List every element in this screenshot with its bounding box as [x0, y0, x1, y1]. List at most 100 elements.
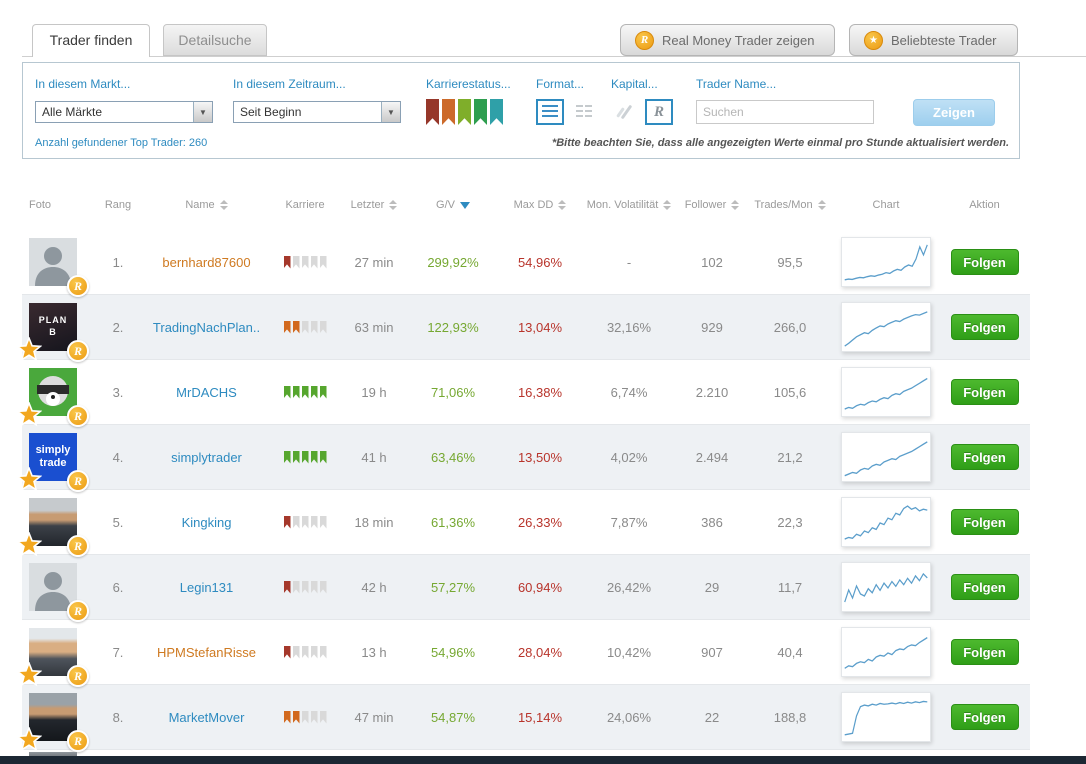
rank-value: 4.: [112, 449, 124, 465]
maxdd-cell: 13,04%: [499, 295, 581, 359]
photo-wrap: R: [29, 238, 89, 297]
sort-up-icon: [558, 200, 567, 204]
career-flag-segment: [319, 515, 327, 529]
follow-button[interactable]: Folgen: [950, 574, 1019, 600]
star-badge-icon: [15, 465, 43, 493]
career-flag[interactable]: [474, 99, 487, 125]
column-header-follower[interactable]: Follower: [677, 199, 747, 211]
follow-button[interactable]: Folgen: [950, 249, 1019, 275]
results-count: Anzahl gefundener Top Trader: 260: [35, 137, 208, 149]
column-header-trades-mon[interactable]: Trades/Mon: [747, 199, 833, 211]
maxdd-cell: 54,96%: [499, 230, 581, 294]
action-cell: Folgen: [939, 425, 1030, 489]
volatility-cell: -: [581, 230, 677, 294]
tab-trader-finden[interactable]: Trader finden: [32, 24, 150, 57]
market-select[interactable]: Alle Märkte ▼: [35, 101, 213, 123]
volatility-cell: 24,06%: [581, 685, 677, 749]
follow-button[interactable]: Folgen: [950, 314, 1019, 340]
trader-name-link[interactable]: MrDACHS: [176, 384, 237, 400]
column-label: Name: [185, 199, 215, 211]
follow-button[interactable]: Folgen: [950, 444, 1019, 470]
format-grid-button[interactable]: [570, 99, 598, 125]
career-cell: [269, 295, 341, 359]
name-cell: HPMStefanRisse: [144, 620, 269, 684]
photo-text: simply trade: [35, 444, 71, 469]
career-flag-segment: [301, 450, 309, 464]
list-icon: [542, 105, 558, 119]
trader-name-input[interactable]: [696, 100, 874, 124]
gv-value: 122,93%: [427, 319, 479, 335]
column-label: Mon. Volatilität: [586, 199, 659, 211]
trader-name-link[interactable]: Legin131: [179, 579, 234, 595]
follow-button[interactable]: Folgen: [950, 379, 1019, 405]
career-flag-segment: [283, 450, 291, 464]
trader-name-link[interactable]: TradingNachPlan..: [152, 319, 261, 335]
trader-row: R 5. Kingking 18 min 61,36% 26,33% 7,87% 386 22,…: [15, 490, 1030, 557]
trades-cell: 105,6: [747, 360, 833, 424]
column-header-mon-volatilit-t[interactable]: Mon. Volatilität: [581, 199, 677, 211]
trades-value: 95,5: [777, 254, 803, 270]
star-badge-icon: [15, 400, 43, 428]
trader-name-link[interactable]: bernhard87600: [162, 254, 251, 270]
action-cell: Folgen: [939, 685, 1030, 749]
column-header-g-v[interactable]: G/V: [407, 199, 499, 211]
popular-trader-button[interactable]: Beliebteste Trader: [849, 24, 1018, 56]
column-header-max-dd[interactable]: Max DD: [499, 199, 581, 211]
follower-cell: 2.210: [677, 360, 747, 424]
trader-name-link[interactable]: Kingking: [181, 514, 232, 530]
trades-value: 22,3: [777, 514, 803, 530]
volatility-cell: 7,87%: [581, 490, 677, 554]
capital-real-button[interactable]: R: [645, 99, 673, 125]
real-money-badge-icon: R: [67, 600, 89, 622]
chart-cell: [833, 685, 939, 749]
career-cell: [269, 490, 341, 554]
follow-button[interactable]: Folgen: [950, 509, 1019, 535]
rank-value: 6.: [112, 579, 124, 595]
column-header-rang: Rang: [92, 199, 144, 211]
trader-name-link[interactable]: HPMStefanRisse: [157, 644, 256, 660]
career-flag-segment: [283, 645, 291, 659]
career-cell: [269, 620, 341, 684]
capital-demo-button[interactable]: [611, 99, 639, 125]
rank-value: 5.: [112, 514, 124, 530]
follow-button[interactable]: Folgen: [950, 704, 1019, 730]
name-cell: bernhard87600: [144, 230, 269, 294]
photo-wrap: R: [15, 368, 89, 427]
career-flag[interactable]: [426, 99, 439, 125]
sort-up-icon: [817, 200, 826, 204]
period-select[interactable]: Seit Beginn ▼: [233, 101, 401, 123]
real-money-trader-button[interactable]: R Real Money Trader zeigen: [620, 24, 835, 56]
career-flag[interactable]: [490, 99, 503, 125]
trader-name-link[interactable]: MarketMover: [168, 709, 245, 725]
gv-cell: 61,36%: [407, 490, 499, 554]
sort-down-icon: [558, 206, 567, 210]
dropdown-arrow-icon: ▼: [193, 102, 212, 122]
trader-name-link[interactable]: simplytrader: [171, 449, 242, 465]
column-header-name[interactable]: Name: [144, 199, 269, 211]
follower-cell: 102: [677, 230, 747, 294]
column-label: Rang: [104, 199, 132, 211]
career-cell: [269, 555, 341, 619]
column-header-letzter[interactable]: Letzter: [341, 199, 407, 211]
zeigen-button[interactable]: Zeigen: [913, 99, 995, 126]
trader-table: R 1. bernhard87600 27 min 299,92% 54,96% - 102 9…: [15, 230, 1030, 752]
gv-value: 54,87%: [430, 709, 476, 725]
sparkline-chart: [841, 432, 931, 482]
career-flag[interactable]: [442, 99, 455, 125]
follower-cell: 22: [677, 685, 747, 749]
career-flag-segment: [319, 710, 327, 724]
career-status-icon: [283, 580, 327, 594]
career-flag-segment: [310, 710, 318, 724]
capital-filter-label: Kapital...: [611, 77, 658, 91]
format-list-button[interactable]: [536, 99, 564, 125]
photo-wrap: simply trade R: [15, 433, 89, 492]
photo-cell: R: [15, 490, 92, 557]
follow-button[interactable]: Folgen: [950, 639, 1019, 665]
gv-cell: 63,46%: [407, 425, 499, 489]
column-label: Chart: [872, 199, 900, 211]
real-money-badge-icon: R: [67, 275, 89, 297]
trader-photo[interactable]: [29, 238, 77, 286]
photo-cell: simply trade R: [15, 425, 92, 492]
career-flag[interactable]: [458, 99, 471, 125]
tab-detailsuche[interactable]: Detailsuche: [163, 24, 267, 56]
